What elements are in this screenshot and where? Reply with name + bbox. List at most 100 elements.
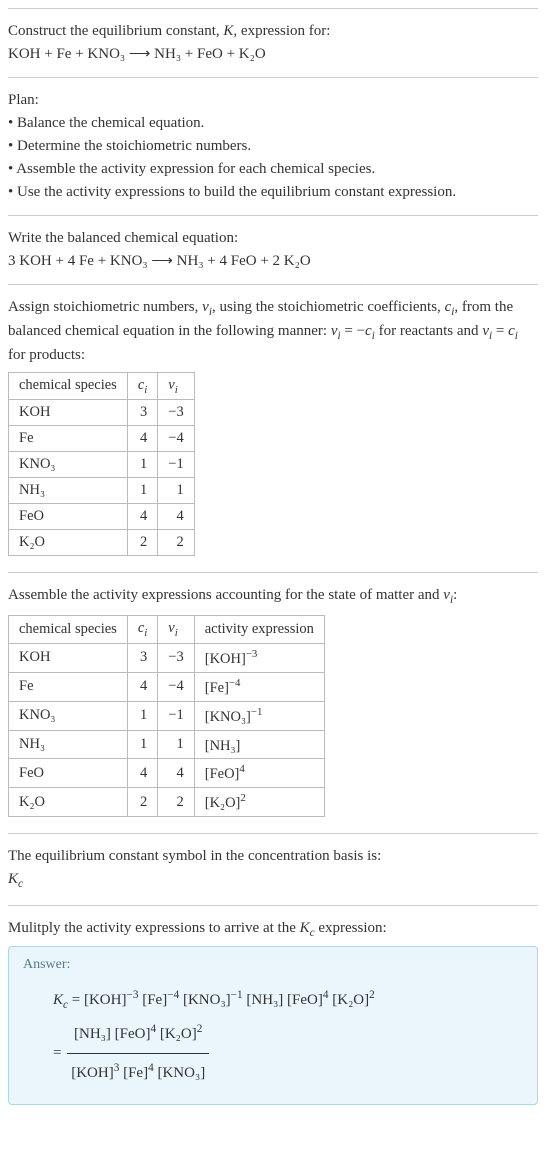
cell: 4 [127,759,157,788]
table-row: KNO₃1−1 [9,452,195,478]
cell: 1 [158,730,194,759]
term: [Fe] [123,1065,148,1081]
plan-item: • Assemble the activity expression for e… [8,159,538,180]
multiply-section: Mulitply the activity expressions to arr… [8,905,538,1116]
table-row: KOH3−3[KOH]−3 [9,644,325,673]
cell: KNO₃ [9,701,128,730]
answer-label: Answer: [23,957,523,973]
cell: 2 [158,530,194,556]
pow: 2 [197,1023,203,1035]
kc-fraction-line: = [NH₃] [FeO]4 [K₂O]2 [KOH]3 [Fe]4 [KNO₃… [53,1017,523,1090]
cell: FeO [9,504,128,530]
cell: [KNO₃]−1 [194,701,324,730]
term: [FeO] [115,1026,151,1042]
kc-symbol-intro: The equilibrium constant symbol in the c… [8,846,538,867]
balanced-section: Write the balanced chemical equation: 3 … [8,215,538,284]
term: [K₂O] [160,1026,197,1042]
table-header-row: chemical species ci νi [9,372,195,400]
activity-section: Assemble the activity expressions accoun… [8,572,538,833]
activity-intro: Assemble the activity expressions accoun… [8,585,538,609]
expr-base: [KNO₃] [205,709,251,725]
cell: K₂O [9,788,128,817]
cell: −1 [158,452,194,478]
table-row: KNO₃1−1[KNO₃]−1 [9,701,325,730]
multiply-intro: Mulitply the activity expressions to arr… [8,918,538,942]
pow: −1 [231,989,243,1001]
expr-base: [NH₃] [205,737,241,753]
plan-item: • Determine the stoichiometric numbers. [8,136,538,157]
plan-item-text: Use the activity expressions to build th… [17,184,456,200]
activity-table: chemical species ci νi activity expressi… [8,615,325,817]
col-ci: ci [127,372,157,400]
table-row: NH₃11 [9,478,195,504]
unbalanced-equation: KOH + Fe + KNO₃ ⟶ NH₃ + FeO + K₂O [8,44,538,65]
plan-item-text: Balance the chemical equation. [17,115,204,131]
stoich-table: chemical species ci νi KOH3−3 Fe 4 −4 KNO₃… [8,372,195,557]
cell: −4 [158,672,194,701]
cell: 1 [127,478,157,504]
cell: Fe [9,426,128,452]
pow: 3 [114,1062,120,1074]
expr-base: [KOH] [205,651,246,667]
table-row: K₂O22 [9,530,195,556]
pow: 4 [150,1023,156,1035]
kc-symbol-section: The equilibrium constant symbol in the c… [8,833,538,905]
term: [FeO] [287,992,323,1008]
col-species: chemical species [9,372,128,400]
col-vi: νi [158,616,194,644]
table-row: KOH3−3 [9,400,195,426]
cell: 1 [127,452,157,478]
expr-base: [K₂O] [205,795,241,811]
kc-expression: Kc = [KOH]−3 [Fe]−4 [KNO₃]−1 [NH₃] [FeO]… [53,983,523,1018]
cell: KOH [9,644,128,673]
cell: 2 [127,530,157,556]
expr-pow: 2 [240,792,245,804]
intro-section: Construct the equilibrium constant, K, e… [8,8,538,77]
col-ci: ci [127,616,157,644]
cell: [FeO]4 [194,759,324,788]
cell: 2 [158,788,194,817]
cell: Fe [9,672,128,701]
pow: 2 [369,989,375,1001]
cell: −1 [158,701,194,730]
table-row: Fe4−4[Fe]−4 [9,672,325,701]
answer-box: Answer: Kc = [KOH]−3 [Fe]−4 [KNO₃]−1 [NH… [8,946,538,1106]
plan-item: • Use the activity expressions to build … [8,182,538,203]
cell: 2 [127,788,157,817]
term: [NH₃] [246,992,283,1008]
cell: 3 [127,644,157,673]
cell: 4 [127,672,157,701]
col-vi: νi [158,372,194,400]
term: [KNO₃] [157,1065,205,1081]
table-row: FeO44[FeO]4 [9,759,325,788]
cell: [KOH]−3 [194,644,324,673]
kc-symbol: Kc [8,869,538,893]
pow: 4 [148,1062,154,1074]
cell: −3 [158,644,194,673]
term: [Fe] [142,992,167,1008]
table-row: K₂O22[K₂O]2 [9,788,325,817]
title-line: Construct the equilibrium constant, K, e… [8,21,538,42]
cell: K₂O [9,530,128,556]
cell: [NH₃] [194,730,324,759]
cell: 4 [158,504,194,530]
cell: −4 [158,426,194,452]
term: [K₂O] [332,992,369,1008]
cell: [Fe]−4 [194,672,324,701]
cell: 4 [158,759,194,788]
cell: [K₂O]2 [194,788,324,817]
fraction-denominator: [KOH]3 [Fe]4 [KNO₃] [67,1054,209,1090]
cell: KOH [9,400,128,426]
expr-base: [FeO] [205,766,240,782]
cell: KNO₃ [9,452,128,478]
table-header-row: chemical species ci νi activity expressi… [9,616,325,644]
cell: 1 [127,701,157,730]
col-species: chemical species [9,616,128,644]
expr-base: [Fe] [205,680,229,696]
expr-pow: −4 [229,677,241,689]
kc-fraction: [NH₃] [FeO]4 [K₂O]2 [KOH]3 [Fe]4 [KNO₃] [67,1017,209,1090]
term: [KOH] [84,992,127,1008]
plan-item: • Balance the chemical equation. [8,113,538,134]
pow: 4 [323,989,329,1001]
plan-item-text: Assemble the activity expression for eac… [16,161,375,177]
